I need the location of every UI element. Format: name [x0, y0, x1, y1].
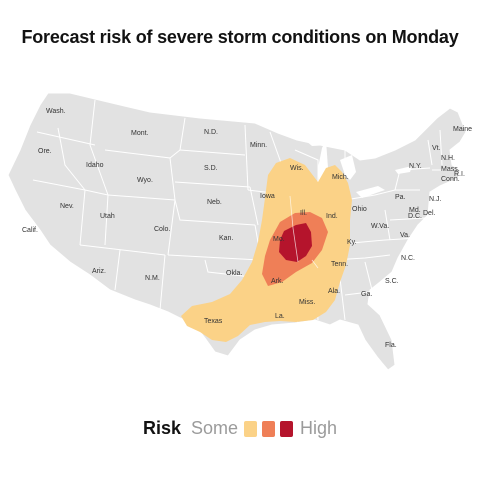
label-wash: Wash. — [46, 108, 66, 115]
legend-title: Risk — [143, 418, 182, 438]
legend-swatch-some — [244, 421, 257, 437]
label-nc: N.C. — [401, 255, 415, 262]
label-nev: Nev. — [60, 203, 74, 210]
label-okla: Okla. — [226, 270, 242, 277]
label-utah: Utah — [100, 213, 115, 220]
label-wva: W.Va. — [371, 223, 389, 230]
label-nm: N.M. — [145, 275, 160, 282]
label-mass: Mass. — [441, 166, 460, 173]
label-ala: Ala. — [328, 288, 340, 295]
label-fla: Fla. — [385, 342, 397, 349]
label-minn: Minn. — [250, 142, 267, 149]
label-del: Del. — [423, 210, 436, 217]
legend-high-label: High — [300, 418, 338, 438]
label-ark: Ark. — [271, 278, 284, 285]
label-idaho: Idaho — [86, 162, 104, 169]
label-va: Va. — [400, 232, 410, 239]
label-ohio: Ohio — [352, 206, 367, 213]
legend-swatch-high — [280, 421, 293, 437]
label-sd: S.D. — [204, 165, 218, 172]
label-nh: N.H. — [441, 155, 455, 162]
state-borders — [32, 99, 455, 326]
label-ga: Ga. — [361, 291, 372, 298]
label-mich: Mich. — [332, 174, 349, 181]
label-ri: R.I. — [454, 171, 465, 178]
label-md: Md. — [409, 207, 421, 214]
label-tenn: Tenn. — [331, 261, 348, 268]
label-iowa: Iowa — [260, 193, 275, 200]
label-vt: Vt. — [432, 145, 441, 152]
risk-area-high-borders — [289, 195, 319, 269]
label-wyo: Wyo. — [137, 177, 153, 184]
label-miss: Miss. — [299, 299, 315, 306]
label-dc: D.C. — [408, 213, 422, 220]
risk-area-some — [181, 158, 352, 342]
legend-low-label: Some — [191, 418, 239, 438]
label-nj: N.J. — [429, 196, 442, 203]
label-sc: S.C. — [385, 278, 399, 285]
map-title: Forecast risk of severe storm conditions… — [21, 27, 459, 47]
label-wis: Wis. — [290, 165, 304, 172]
label-neb: Neb. — [207, 199, 222, 206]
risk-legend: Risk Some High — [0, 418, 480, 442]
label-ny: N.Y. — [409, 163, 422, 170]
label-conn: Conn. — [441, 176, 460, 183]
label-mont: Mont. — [131, 130, 149, 137]
label-nd: N.D. — [204, 129, 218, 136]
label-la: La. — [275, 313, 285, 320]
label-colo: Colo. — [154, 226, 170, 233]
label-ill: Ill. — [300, 210, 307, 217]
legend-swatch-moderate — [262, 421, 275, 437]
label-ore: Ore. — [38, 148, 52, 155]
label-calif: Calif. — [22, 227, 38, 234]
label-kan: Kan. — [219, 235, 233, 242]
label-ariz: Ariz. — [92, 268, 106, 275]
label-ind: Ind. — [326, 213, 338, 220]
label-maine: Maine — [453, 126, 472, 133]
state-labels: Wash. Ore. Calif. Idaho Nev. Mont. Wyo. … — [22, 108, 472, 349]
label-mo: Mo. — [273, 236, 285, 243]
label-pa: Pa. — [395, 194, 406, 201]
label-ky: Ky. — [347, 239, 357, 246]
label-texas: Texas — [204, 318, 223, 325]
